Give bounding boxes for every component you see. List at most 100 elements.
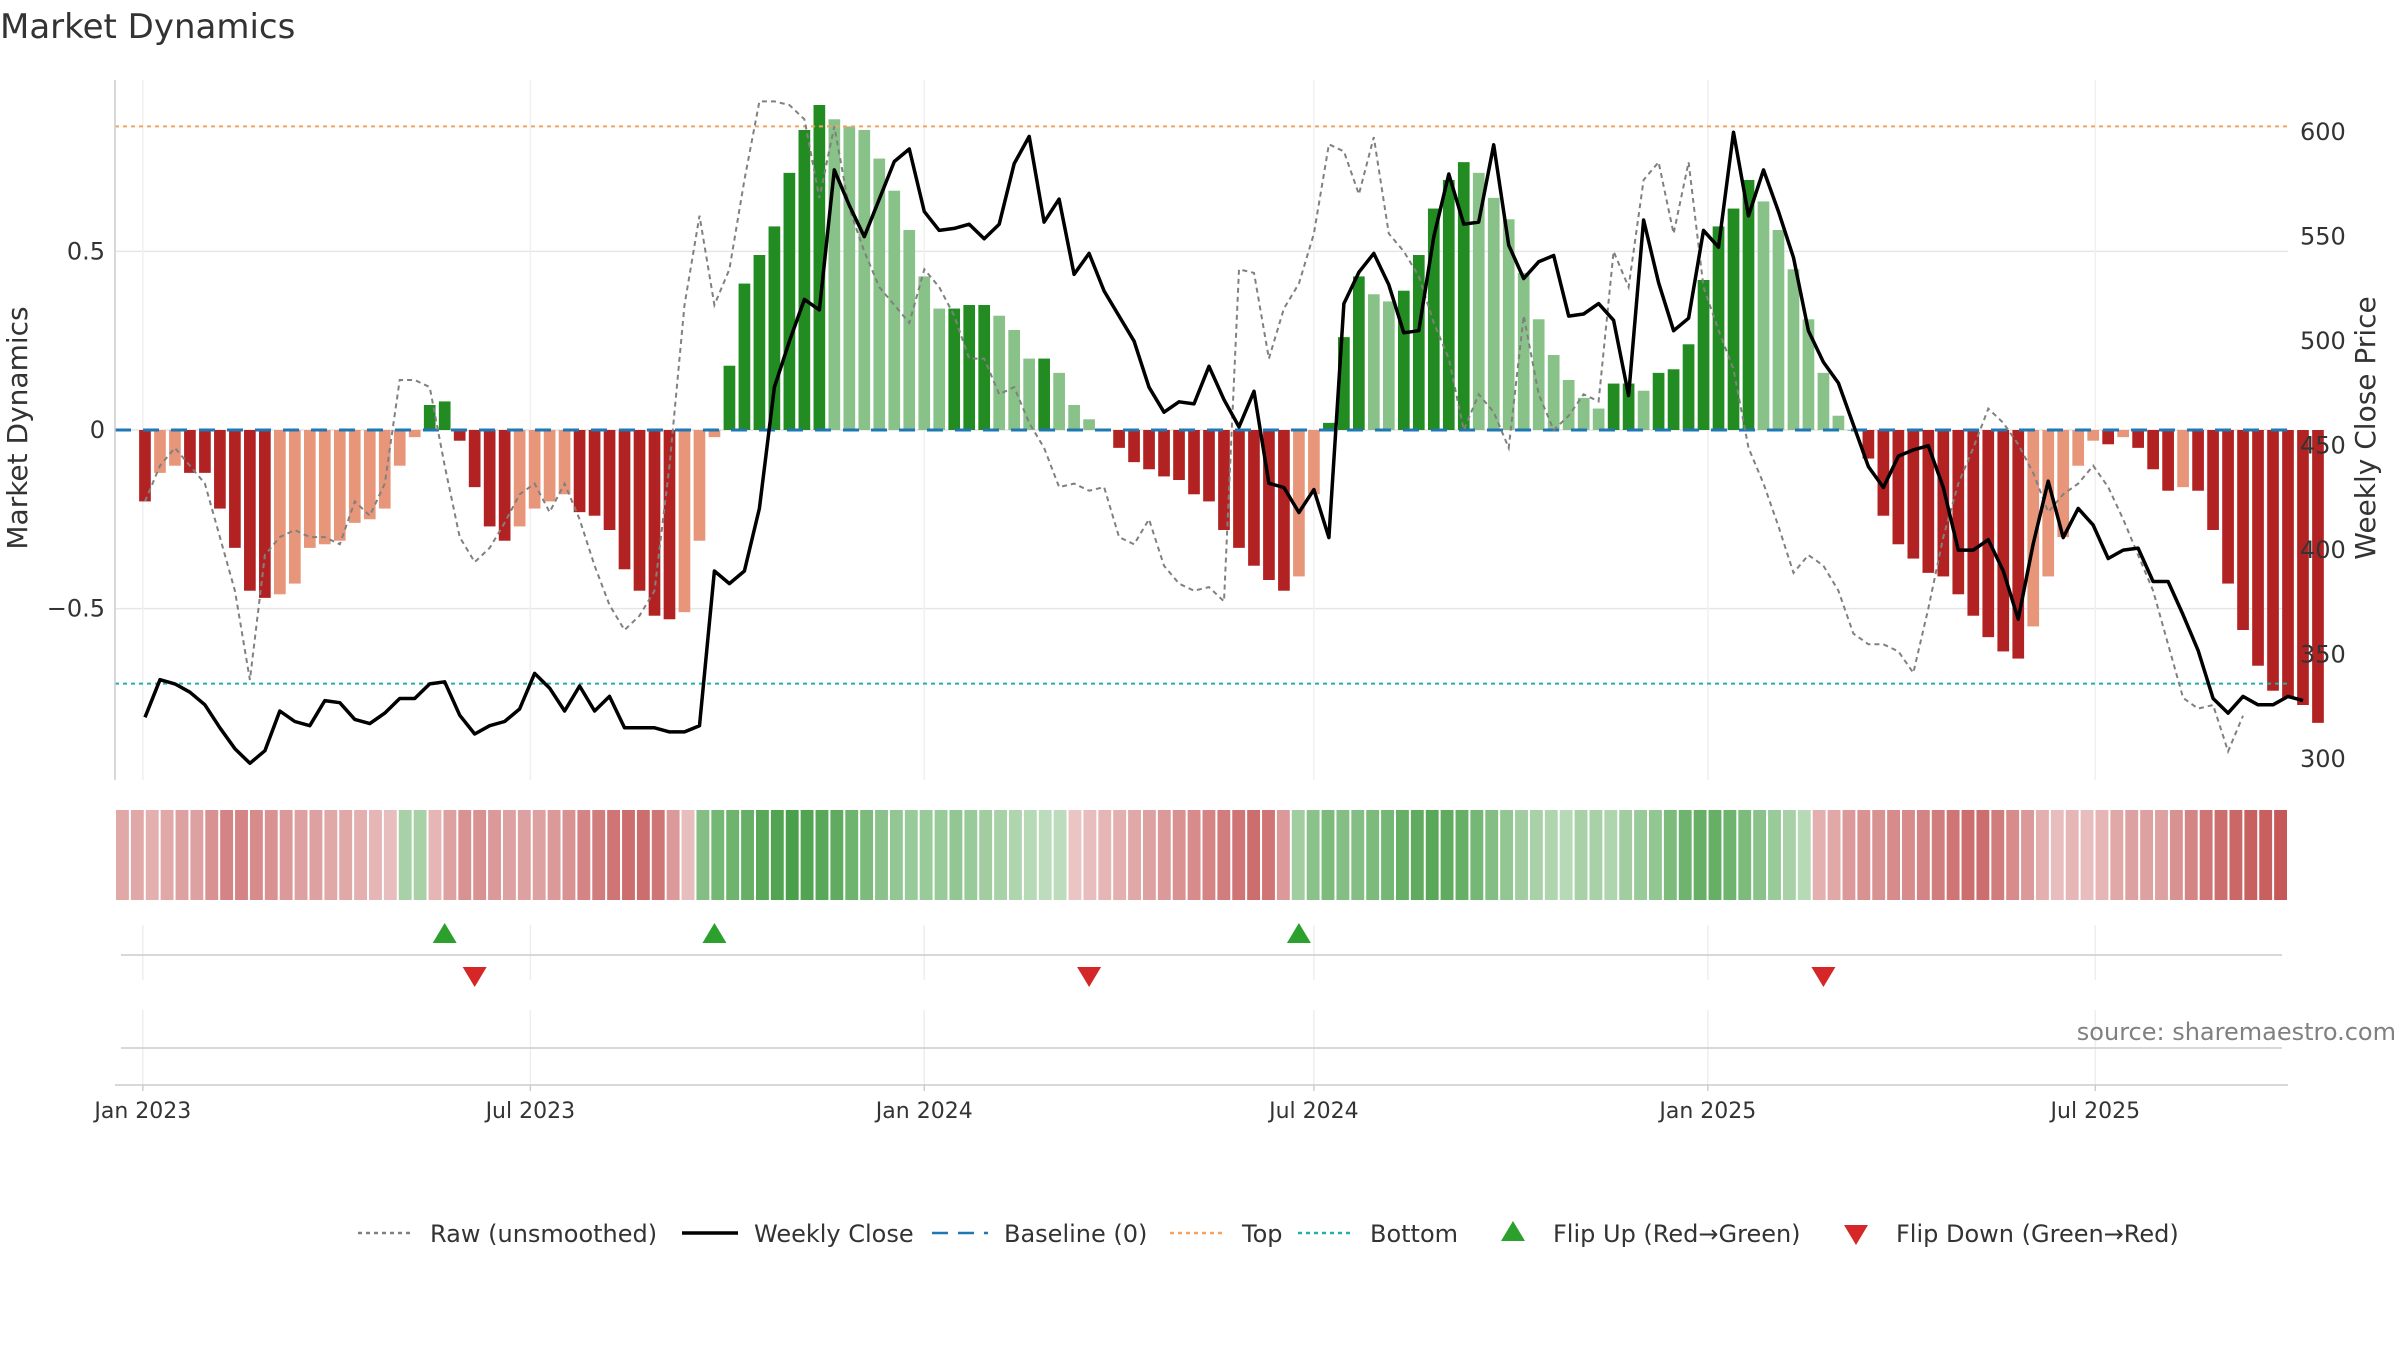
dynamics-bar xyxy=(768,226,781,430)
dynamics-bar xyxy=(1877,430,1890,516)
legend-item: Raw (unsmoothed) xyxy=(358,1220,657,1248)
dynamics-bar xyxy=(1502,219,1515,430)
heat-cell xyxy=(666,810,680,900)
dynamics-bar xyxy=(708,430,721,438)
dynamics-bar xyxy=(948,308,961,430)
dynamics-bar xyxy=(2027,430,2040,627)
heat-cell xyxy=(145,810,159,900)
y-tick-label-right: 300 xyxy=(2300,745,2346,773)
heat-cell xyxy=(1782,810,1796,900)
dynamics-bar xyxy=(408,430,421,438)
heat-cell xyxy=(681,810,695,900)
dynamics-bar xyxy=(1442,180,1455,430)
dynamics-bar xyxy=(1233,430,1245,548)
dynamics-bar xyxy=(2162,430,2174,491)
dynamics-bar xyxy=(588,430,601,516)
dynamics-bar xyxy=(318,430,331,545)
dynamics-bar xyxy=(2282,430,2294,698)
dynamics-bar xyxy=(858,130,871,430)
heat-cell xyxy=(2259,810,2273,900)
legend-label: Top xyxy=(1241,1220,1283,1248)
dynamics-bar xyxy=(513,430,526,527)
dynamics-bar xyxy=(274,430,286,595)
heat-cell xyxy=(1425,810,1439,900)
dynamics-bar xyxy=(783,172,796,430)
heat-cell xyxy=(1619,810,1633,900)
x-tick-label: Jul 2025 xyxy=(2049,1099,2141,1124)
dynamics-bar xyxy=(139,430,151,502)
dynamics-bar xyxy=(1203,430,1215,502)
dynamics-bar xyxy=(2117,430,2129,438)
dynamics-bar xyxy=(2252,430,2264,666)
heat-cell xyxy=(1172,810,1186,900)
heat-cell xyxy=(860,810,874,900)
heat-cell xyxy=(1157,810,1171,900)
dynamics-bar xyxy=(1982,430,1995,638)
y-tick-label-left: 0.5 xyxy=(67,237,105,265)
heat-cell xyxy=(1098,810,1112,900)
heat-cell xyxy=(249,810,263,900)
dynamics-bar xyxy=(154,430,166,473)
dynamics-bar xyxy=(1607,383,1620,430)
dynamics-bar xyxy=(184,430,196,473)
heat-cell xyxy=(1693,810,1707,900)
legend-item: Baseline (0) xyxy=(932,1220,1147,1248)
heat-cell xyxy=(889,810,903,900)
weekly-close-line xyxy=(143,130,2304,766)
heat-cell xyxy=(1842,810,1856,900)
heat-cell xyxy=(711,810,725,900)
dynamics-bar xyxy=(199,430,211,473)
dynamics-bar xyxy=(453,430,466,441)
dynamics-bar xyxy=(1308,430,1320,495)
dynamics-bar xyxy=(498,430,511,541)
dynamics-bar xyxy=(843,126,856,430)
heat-cell xyxy=(1931,810,1945,900)
heat-cell xyxy=(116,810,129,900)
heat-cell xyxy=(517,810,531,900)
heat-cell xyxy=(1217,810,1231,900)
dynamics-bar xyxy=(1427,208,1440,430)
y-tick-label-right: 400 xyxy=(2300,536,2346,564)
dynamics-bar xyxy=(1023,358,1036,430)
heat-cell xyxy=(1872,810,1886,900)
dynamics-bar xyxy=(1802,319,1815,430)
dynamics-bar xyxy=(1412,255,1425,430)
legend: Raw (unsmoothed) Weekly Close Baseline (0)… xyxy=(358,1220,2179,1248)
dynamics-bar xyxy=(798,130,811,430)
dynamics-bar xyxy=(1562,380,1575,430)
legend-swatch xyxy=(1501,1221,1525,1241)
heat-cell xyxy=(1991,810,2005,900)
dynamics-bar xyxy=(903,230,916,430)
dynamics-bar xyxy=(873,158,886,431)
dynamics-bar xyxy=(678,430,691,613)
heat-cell xyxy=(994,810,1008,900)
heat-cell xyxy=(1232,810,1246,900)
dynamics-bar xyxy=(2192,430,2204,491)
heat-cell xyxy=(1381,810,1394,900)
heat-cell xyxy=(949,810,963,900)
heat-cell xyxy=(2274,810,2287,900)
dynamics-heat-strip xyxy=(116,810,2287,900)
y-tick-label-right: 550 xyxy=(2300,223,2346,251)
legend-item: Flip Down (Green→Red) xyxy=(1844,1220,2179,1248)
heat-cell xyxy=(1887,810,1901,900)
heat-cell xyxy=(2021,810,2034,900)
heat-cell xyxy=(1485,810,1499,900)
heat-cell xyxy=(1559,810,1573,900)
dynamics-bar xyxy=(1532,319,1545,430)
heat-cell xyxy=(2169,810,2183,900)
dynamics-bar xyxy=(663,430,676,620)
dynamics-bar xyxy=(1907,430,1920,559)
heat-cell xyxy=(1247,810,1261,900)
heat-cell xyxy=(398,810,412,900)
heat-cell xyxy=(1976,810,1990,900)
dynamics-bar xyxy=(2132,430,2144,448)
heat-cell xyxy=(1410,810,1424,900)
flip-down-marker xyxy=(1077,967,1102,987)
dynamics-bar xyxy=(1742,180,1755,430)
dynamics-bar xyxy=(2102,430,2115,445)
heat-cell xyxy=(904,810,918,900)
heat-cell xyxy=(2095,810,2109,900)
heat-cell xyxy=(413,810,427,900)
